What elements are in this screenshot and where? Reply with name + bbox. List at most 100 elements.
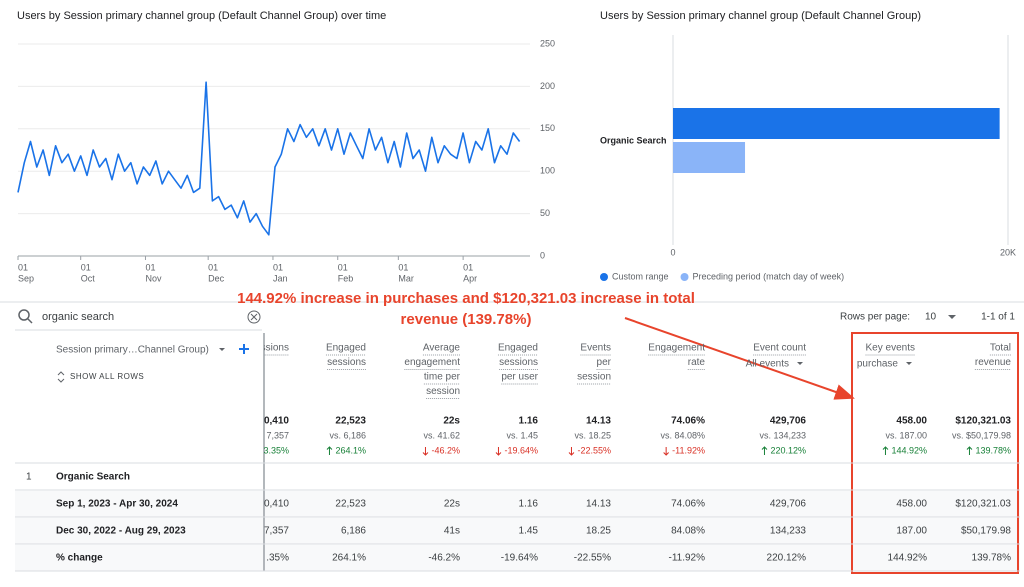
- x-tick-label: Nov: [145, 273, 162, 283]
- cell: .35%: [266, 553, 289, 564]
- row-label: Dec 30, 2022 - Aug 29, 2023: [56, 526, 186, 537]
- x-tick-label: Sep: [18, 273, 34, 283]
- pagination: 1-1 of 1: [981, 312, 1015, 323]
- column-header: Engagement: [648, 343, 705, 354]
- dropdown-icon: [948, 315, 956, 319]
- total-value: 458.00: [896, 416, 927, 427]
- search-icon: [27, 318, 33, 324]
- legend-swatch: [680, 273, 689, 281]
- search-icon: [18, 309, 30, 321]
- line-chart-title: Users by Session primary channel group (…: [17, 10, 386, 22]
- arrow-down: [495, 447, 502, 456]
- total-value: 0,410: [264, 416, 289, 427]
- y-tick-label: 150: [540, 123, 555, 133]
- cell: 74.06%: [671, 499, 705, 510]
- column-header: sessions: [499, 357, 538, 368]
- x-tick-label: Apr: [463, 273, 477, 283]
- search-box[interactable]: organic search: [18, 309, 261, 324]
- cell: 139.78%: [972, 553, 1012, 564]
- row-label: Sep 1, 2023 - Apr 30, 2024: [56, 499, 178, 510]
- y-tick-label: 100: [540, 166, 555, 176]
- cell: 264.1%: [332, 553, 366, 564]
- show-all-rows[interactable]: SHOW ALL ROWS: [70, 372, 144, 381]
- column-subheader: All events: [746, 359, 789, 370]
- dimension-header[interactable]: Session primary…Channel Group): [56, 345, 209, 356]
- table-body: ssions 0,410 7,357 3.35% Engaged sessions 22,5…: [263, 343, 1012, 564]
- column-header: sessions: [327, 357, 366, 368]
- comparison-value: 7,357: [266, 430, 289, 440]
- search-text: organic search: [42, 311, 114, 323]
- y-tick-label: 50: [540, 208, 550, 218]
- x-tick-label: Feb: [338, 273, 354, 283]
- x-tick-label: 0: [670, 247, 675, 257]
- cell: 144.92%: [888, 553, 928, 564]
- column-header: revenue: [975, 357, 1012, 368]
- cell: 18.25: [586, 526, 611, 537]
- dropdown-icon: [797, 362, 803, 365]
- comparison-value: vs. 84.08%: [660, 430, 705, 440]
- total-value: 22,523: [335, 416, 366, 427]
- change-value: 3.35%: [263, 445, 289, 455]
- rows-per-page[interactable]: 10: [925, 312, 937, 323]
- legend-label: Preceding period (match day of week): [693, 271, 845, 281]
- add-dimension[interactable]: [239, 344, 249, 354]
- highlight-box: [851, 332, 1019, 574]
- arrow-up: [326, 446, 333, 455]
- category-label: Organic Search: [600, 135, 667, 145]
- comparison-value: vs. 18.25: [574, 430, 611, 440]
- cell: 6,186: [341, 526, 366, 537]
- comparison-value: vs. $50,179.98: [952, 430, 1011, 440]
- cell: 1.45: [519, 526, 539, 537]
- comparison-value: vs. 1.45: [506, 430, 538, 440]
- cell: 22,523: [335, 499, 366, 510]
- comparison-value: vs. 187.00: [885, 430, 927, 440]
- total-value: 1.16: [519, 416, 539, 427]
- rows-per-page-label: Rows per page:: [840, 312, 910, 323]
- arrow-up: [882, 446, 889, 455]
- cell: 429,706: [770, 499, 807, 510]
- cell: -11.92%: [668, 553, 705, 564]
- cell: 41s: [444, 526, 460, 537]
- change-value: -22.55%: [577, 445, 611, 455]
- cell: $120,321.03: [955, 499, 1011, 510]
- cell: -22.55%: [574, 553, 611, 564]
- cell: 220.12%: [767, 553, 807, 564]
- arrow-down: [422, 447, 429, 456]
- change-value: -19.64%: [504, 445, 538, 455]
- arrow-down: [663, 447, 669, 456]
- column-subheader: purchase: [857, 359, 899, 370]
- cell: 22s: [444, 499, 460, 510]
- comparison-value: vs. 41.62: [423, 430, 460, 440]
- cell: 134,233: [770, 526, 807, 537]
- bar: [673, 142, 746, 173]
- column-header: per user: [501, 372, 538, 383]
- comparison-value: vs. 134,233: [759, 430, 806, 440]
- cell: 1.16: [519, 499, 539, 510]
- row-label: % change: [56, 553, 103, 564]
- expand-icon: [57, 371, 65, 383]
- x-tick-label: 01: [273, 262, 283, 272]
- group-label: Organic Search: [56, 472, 130, 483]
- comparison-value: vs. 6,186: [329, 430, 366, 440]
- legend-swatch: [600, 273, 608, 281]
- column-header: Engaged: [498, 343, 538, 354]
- x-tick-label: Oct: [81, 273, 96, 283]
- x-tick-label: 01: [145, 262, 155, 272]
- bar: [673, 108, 1000, 139]
- row-index: 1: [26, 472, 32, 483]
- column-header: Engaged: [326, 343, 366, 354]
- clear-icon[interactable]: [247, 310, 261, 324]
- column-header: Key events: [866, 343, 915, 354]
- x-tick-label: 20K: [1000, 247, 1016, 257]
- total-value: 14.13: [586, 416, 611, 427]
- clear-icon: [250, 313, 258, 321]
- change-value: 144.92%: [891, 445, 927, 455]
- x-tick-label: 01: [338, 262, 348, 272]
- dropdown-icon: [906, 362, 912, 365]
- cell: $50,179.98: [961, 526, 1011, 537]
- x-tick-label: Jan: [273, 273, 288, 283]
- cell: 7,357: [264, 526, 289, 537]
- arrow-down: [568, 447, 575, 456]
- total-value: 74.06%: [671, 416, 705, 427]
